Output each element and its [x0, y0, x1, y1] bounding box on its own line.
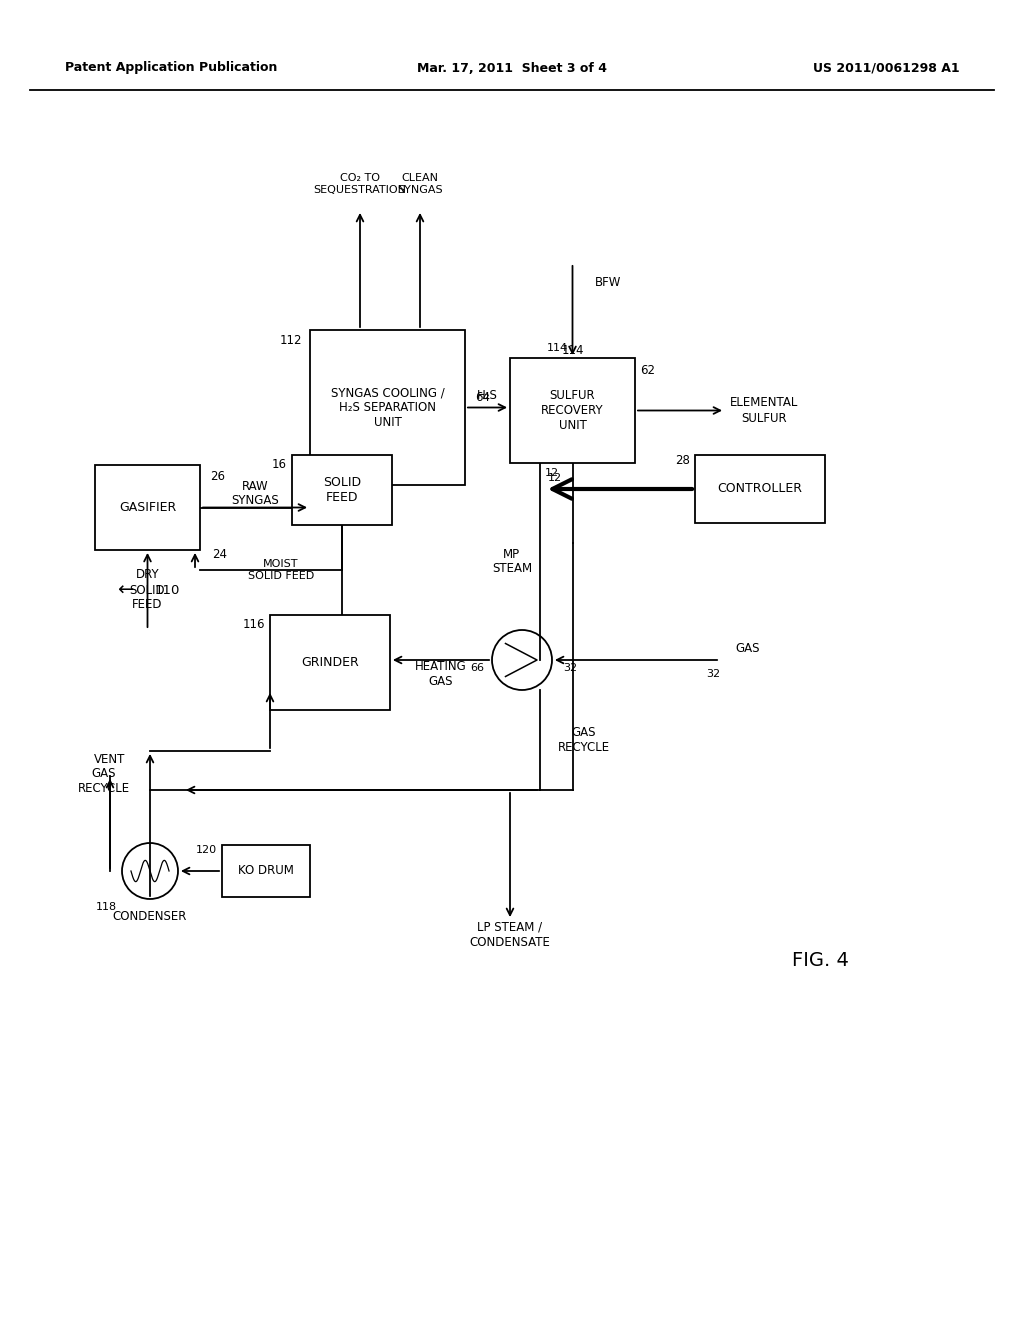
Text: 32: 32 — [563, 663, 578, 673]
Text: 32: 32 — [706, 669, 720, 678]
Text: KO DRUM: KO DRUM — [238, 865, 294, 878]
Text: GAS: GAS — [735, 642, 760, 655]
Text: 112: 112 — [280, 334, 302, 346]
Text: CLEAN
SYNGAS: CLEAN SYNGAS — [397, 173, 442, 195]
Text: 110: 110 — [155, 583, 180, 597]
Text: GAS
RECYCLE: GAS RECYCLE — [558, 726, 610, 754]
Text: LP STEAM /
CONDENSATE: LP STEAM / CONDENSATE — [470, 921, 551, 949]
Text: 118: 118 — [96, 902, 117, 912]
Text: RAW
SYNGAS: RAW SYNGAS — [231, 479, 279, 507]
Text: 12: 12 — [548, 473, 562, 483]
Text: 28: 28 — [675, 454, 690, 466]
Text: CO₂ TO
SEQUESTRATION: CO₂ TO SEQUESTRATION — [313, 173, 407, 195]
Text: 12: 12 — [545, 469, 559, 478]
Text: FIG. 4: FIG. 4 — [792, 950, 849, 969]
Text: HEATING
GAS: HEATING GAS — [415, 660, 467, 688]
Text: MOIST
SOLID FEED: MOIST SOLID FEED — [248, 560, 314, 581]
Text: GRINDER: GRINDER — [301, 656, 358, 669]
Text: VENT: VENT — [94, 752, 126, 766]
Bar — [292, 455, 392, 525]
Text: SULFUR
RECOVERY
UNIT: SULFUR RECOVERY UNIT — [542, 389, 604, 432]
Text: CONDENSER: CONDENSER — [113, 911, 187, 924]
Text: CONTROLLER: CONTROLLER — [718, 483, 803, 495]
Text: US 2011/0061298 A1: US 2011/0061298 A1 — [813, 62, 961, 74]
Text: GASIFIER: GASIFIER — [119, 502, 176, 513]
Text: 114: 114 — [547, 343, 567, 352]
Text: Mar. 17, 2011  Sheet 3 of 4: Mar. 17, 2011 Sheet 3 of 4 — [417, 62, 607, 74]
Bar — [222, 845, 310, 898]
Text: Patent Application Publication: Patent Application Publication — [65, 62, 278, 74]
Bar — [695, 455, 825, 523]
Text: ELEMENTAL
SULFUR: ELEMENTAL SULFUR — [730, 396, 799, 425]
Text: H₂S: H₂S — [477, 389, 498, 403]
Text: MP
STEAM: MP STEAM — [492, 548, 532, 576]
Text: ←: ← — [117, 581, 133, 599]
Text: 120: 120 — [196, 845, 217, 855]
Text: BFW: BFW — [595, 276, 621, 289]
Text: SOLID
FEED: SOLID FEED — [323, 477, 361, 504]
Text: 26: 26 — [210, 470, 225, 483]
Bar — [270, 615, 390, 710]
Text: 64: 64 — [475, 391, 490, 404]
Text: DRY
SOLID
FEED: DRY SOLID FEED — [130, 569, 165, 611]
Bar — [95, 465, 200, 550]
Text: 16: 16 — [272, 458, 287, 471]
Text: SYNGAS COOLING /
H₂S SEPARATION
UNIT: SYNGAS COOLING / H₂S SEPARATION UNIT — [331, 385, 444, 429]
Text: GAS
RECYCLE: GAS RECYCLE — [78, 767, 130, 795]
Text: 66: 66 — [470, 663, 484, 673]
Text: 116: 116 — [243, 619, 265, 631]
Text: 114: 114 — [561, 343, 584, 356]
Bar — [310, 330, 465, 484]
Text: 24: 24 — [212, 549, 227, 561]
Bar — [510, 358, 635, 463]
Text: 62: 62 — [640, 363, 655, 376]
